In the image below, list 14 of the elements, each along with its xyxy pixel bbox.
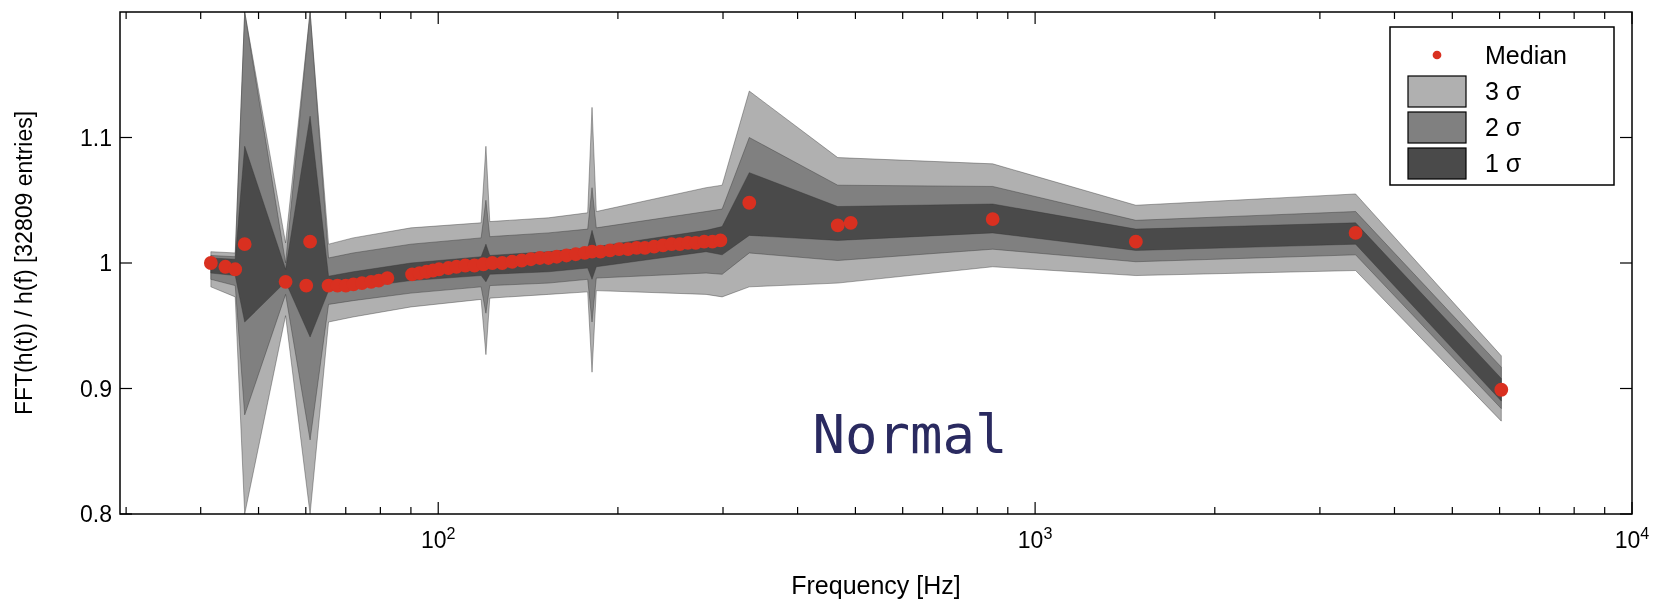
- y-tick-label: 0.8: [80, 501, 112, 527]
- x-axis-title: Frequency [Hz]: [791, 571, 961, 599]
- y-tick-label: 1: [99, 250, 112, 276]
- legend-label: 1 σ: [1485, 149, 1522, 177]
- x-tick-label: 10$^{2}$: [420, 524, 456, 553]
- x-tick-label: 10$^{3}$: [1017, 524, 1053, 553]
- legend-label: 3 σ: [1485, 77, 1522, 105]
- y-axis-title: FFT(h(t)) / h(f) [32809 entries]: [11, 110, 37, 416]
- y-tick-label: 1.1: [80, 124, 112, 151]
- x-tick-label: 10$^{4}$: [1614, 524, 1650, 553]
- annotation: Normal: [812, 403, 1008, 466]
- y-tick-label: 0.9: [80, 375, 112, 402]
- legend-label: 2 σ: [1485, 113, 1522, 141]
- legend-label: Median: [1485, 41, 1567, 69]
